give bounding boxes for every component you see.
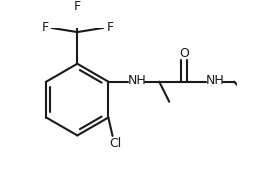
Text: F: F (74, 0, 81, 13)
Text: F: F (41, 21, 49, 34)
Text: Cl: Cl (110, 137, 122, 150)
Text: F: F (106, 21, 114, 34)
Text: NH: NH (206, 74, 224, 87)
Text: NH: NH (127, 74, 146, 87)
Text: O: O (179, 47, 189, 60)
